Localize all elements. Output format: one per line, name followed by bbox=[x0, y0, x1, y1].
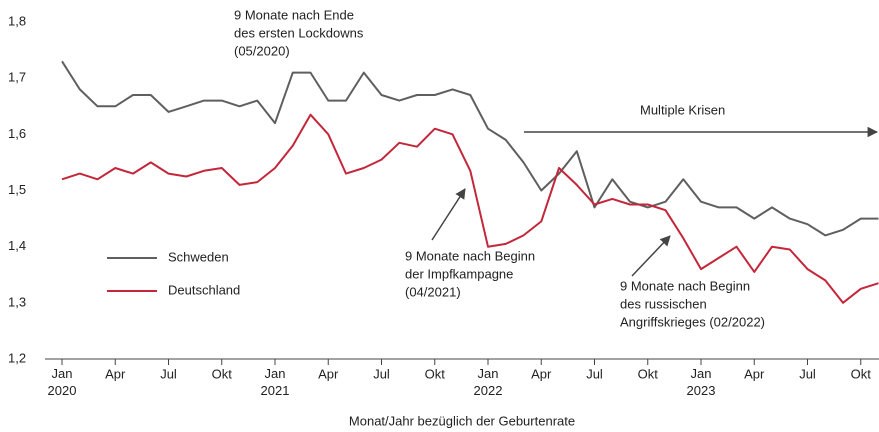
x-tick-label: Okt bbox=[425, 366, 446, 381]
annotation: des russischen bbox=[620, 296, 707, 311]
x-tick-label: Jan 2021 bbox=[261, 366, 290, 398]
x-tick-label: Jul bbox=[160, 366, 177, 381]
x-tick-label: Apr bbox=[105, 366, 126, 381]
y-tick-label: 1,3 bbox=[8, 294, 26, 309]
annotation: Angriffskrieges (02/2022) bbox=[620, 314, 765, 329]
x-tick-label: Jul bbox=[586, 366, 603, 381]
x-tick-label: Jul bbox=[373, 366, 390, 381]
annotation: der Impfkampagne bbox=[405, 266, 513, 281]
x-axis-label: Monat/Jahr bezüglich der Geburtenrate bbox=[349, 413, 575, 428]
annotation: des ersten Lockdowns bbox=[234, 25, 364, 40]
series-line bbox=[61, 113, 879, 304]
annotation: (04/2021) bbox=[405, 284, 461, 299]
series-line bbox=[61, 60, 879, 237]
annotation-arrow bbox=[631, 235, 671, 277]
y-tick-label: 1,5 bbox=[8, 182, 26, 197]
x-tick-label: Jan 2020 bbox=[48, 366, 77, 398]
x-tick-label: Jul bbox=[799, 366, 816, 381]
x-tick-label: Okt bbox=[638, 366, 659, 381]
legend-label: Deutschland bbox=[168, 282, 240, 297]
annotation: 9 Monate nach Beginn bbox=[620, 278, 750, 293]
annotation: 9 Monate nach Ende bbox=[234, 7, 354, 22]
x-tick-label: Okt bbox=[212, 366, 233, 381]
x-tick-label: Okt bbox=[851, 366, 872, 381]
y-tick-label: 1,2 bbox=[8, 350, 26, 365]
annotation: (05/2020) bbox=[234, 43, 290, 58]
annotation-arrow bbox=[431, 188, 466, 241]
x-tick-label: Jan 2022 bbox=[474, 366, 503, 398]
x-tick-label: Apr bbox=[744, 366, 765, 381]
y-tick-label: 1,7 bbox=[8, 70, 26, 85]
annotation: Multiple Krisen bbox=[640, 102, 725, 117]
legend-label: Schweden bbox=[168, 249, 229, 264]
y-tick-label: 1,4 bbox=[8, 238, 26, 253]
annotation: 9 Monate nach Beginn bbox=[405, 248, 535, 263]
y-tick-label: 1,6 bbox=[8, 126, 26, 141]
x-tick-label: Apr bbox=[531, 366, 552, 381]
x-tick-label: Jan 2023 bbox=[687, 366, 716, 398]
y-tick-label: 1,8 bbox=[8, 13, 26, 28]
x-tick-label: Apr bbox=[318, 366, 339, 381]
